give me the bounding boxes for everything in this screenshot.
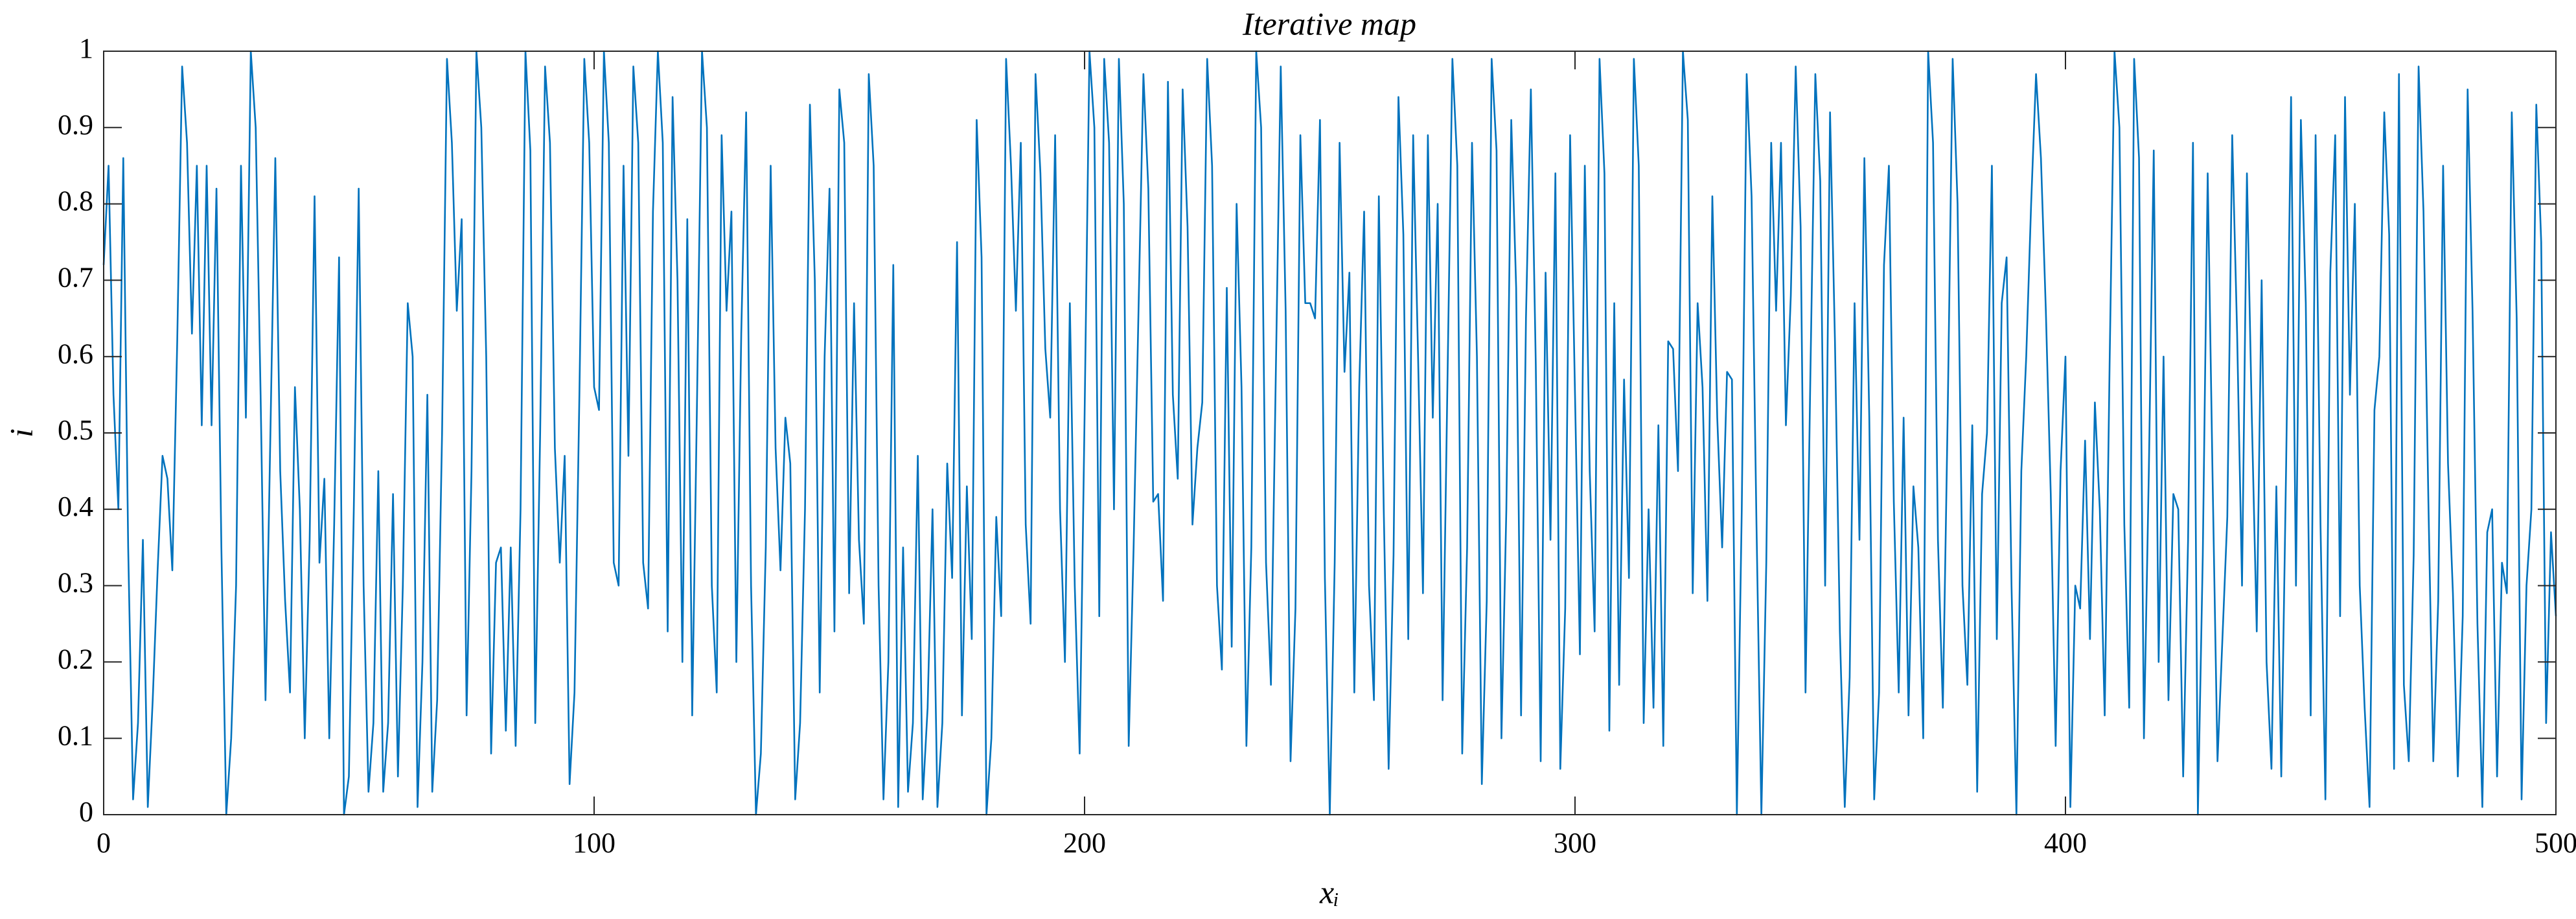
y-tick-label: 0.6 [58,338,93,369]
y-tick-label: 0.4 [58,491,93,522]
y-tick-label: 0 [79,796,93,828]
y-tick-label: 1 [79,32,93,64]
y-axis-label: i [3,428,39,437]
y-tick-label: 0.5 [58,414,93,446]
x-tick-label: 500 [2535,827,2576,859]
x-axis-label: xᵢ [1319,874,1339,910]
x-tick-label: 300 [1554,827,1596,859]
y-tick-label: 0.3 [58,567,93,599]
x-tick-label: 0 [97,827,111,859]
y-tick-label: 0.2 [58,643,93,675]
y-tick-label: 0.9 [58,109,93,141]
x-tick-label: 100 [573,827,615,859]
y-tick-label: 0.7 [58,261,93,293]
chart-title: Iterative map [1242,5,1416,41]
y-tick-label: 0.1 [58,719,93,751]
x-tick-label: 200 [1063,827,1106,859]
y-tick-label: 0.8 [58,185,93,217]
x-tick-label: 400 [2044,827,2087,859]
